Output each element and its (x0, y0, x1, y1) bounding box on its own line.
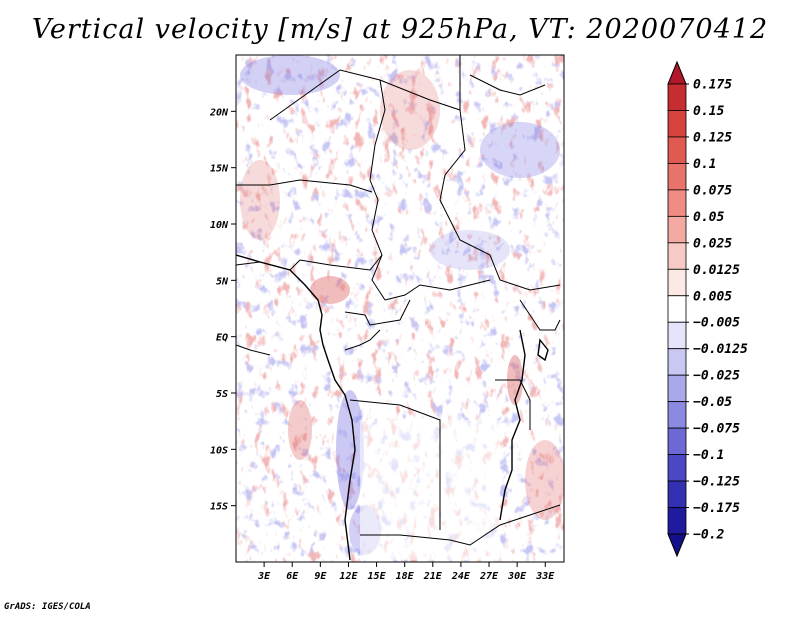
colorbar-swatch (667, 242, 687, 270)
colorbar-swatch (667, 374, 687, 403)
lat-tick-label: 10N (210, 220, 229, 231)
lon-tick-label: 30E (507, 571, 527, 582)
colorbar-swatch (667, 295, 687, 323)
colorbar-level-label: 0.075 (693, 183, 732, 198)
colorbar-swatch (667, 480, 687, 508)
lon-tick-label: 27E (479, 571, 499, 582)
lon-tick-label: 18E (396, 571, 415, 582)
lat-tick-label: 20N (209, 107, 229, 118)
latitude-axis: 20N 15N 10N 5N EQ 5S 10S 15S (209, 107, 236, 513)
colorbar-swatch (667, 83, 687, 111)
colorbar-swatch (667, 189, 687, 217)
lon-tick-label: 33E (535, 571, 555, 582)
colorbar-swatch (667, 507, 687, 535)
lon-tick-label: 21E (423, 571, 443, 582)
map-title: Vertical velocity [m/s] at 925hPa, VT: 2… (31, 14, 769, 45)
lat-tick-label: 10S (210, 445, 228, 456)
colorbar-level-label: 0.0125 (693, 263, 740, 278)
lon-tick-label: 24E (451, 571, 471, 582)
lat-tick-label: EQ (216, 333, 228, 344)
plot-frame (235, 54, 565, 563)
lon-tick-label: 6E (286, 571, 299, 582)
colorbar-level-label: −0.025 (693, 369, 740, 384)
colorbar-swatch (667, 401, 687, 429)
colorbar-swatch (667, 454, 687, 482)
colorbar-level-label: −0.1 (693, 448, 724, 463)
colorbar-level-label: 0.175 (693, 78, 732, 93)
colorbar-swatch (667, 348, 687, 376)
colorbar-level-label: −0.125 (693, 475, 740, 490)
longitude-axis: 3E 6E 9E 12E 15E 18E 21E 24E 27E 30E 33E (257, 562, 555, 582)
colorbar-level-label: −0.0125 (693, 342, 748, 357)
lat-tick-label: 5S (216, 389, 228, 400)
colorbar-swatch (667, 427, 687, 455)
lat-tick-label: 5N (216, 276, 229, 287)
colorbar-level-label: −0.075 (693, 422, 740, 437)
colorbar-swatch (667, 268, 687, 297)
colorbar-top-arrow-icon (667, 60, 687, 85)
colorbar-level-label: 0.1 (693, 157, 716, 172)
velocity-field (236, 55, 564, 562)
colorbar-level-label: −0.05 (693, 395, 732, 410)
lon-tick-label: 15E (368, 571, 387, 582)
lat-tick-label: 15S (210, 502, 228, 513)
colorbar-level-label: −0.175 (693, 501, 740, 516)
colorbar-level-label: −0.2 (693, 528, 724, 543)
colorbar-swatch (667, 110, 687, 138)
colorbar-swatch (667, 321, 687, 350)
lon-tick-label: 3E (257, 571, 271, 582)
colorbar-level-label: 0.005 (693, 289, 732, 304)
colorbar-level-label: −0.005 (693, 316, 740, 331)
colorbar: 0.175 0.15 0.125 0.1 0.075 0.05 0.025 0.0125 0.0… (667, 60, 748, 558)
lat-tick-label: 15N (210, 164, 229, 175)
colorbar-swatch (667, 163, 687, 191)
colorbar-level-label: 0.025 (693, 236, 732, 251)
lon-tick-label: 9E (314, 571, 327, 582)
colorbar-bottom-arrow-icon (667, 533, 687, 558)
colorbar-level-label: 0.05 (693, 210, 724, 225)
colorbar-level-label: 0.125 (693, 130, 732, 145)
footer-credit: GrADS: IGES/COLA (4, 602, 91, 612)
lon-tick-label: 12E (339, 571, 358, 582)
colorbar-swatch (667, 215, 687, 244)
colorbar-level-label: 0.15 (693, 104, 724, 119)
coastline (236, 254, 549, 561)
colorbar-swatch (667, 136, 687, 164)
